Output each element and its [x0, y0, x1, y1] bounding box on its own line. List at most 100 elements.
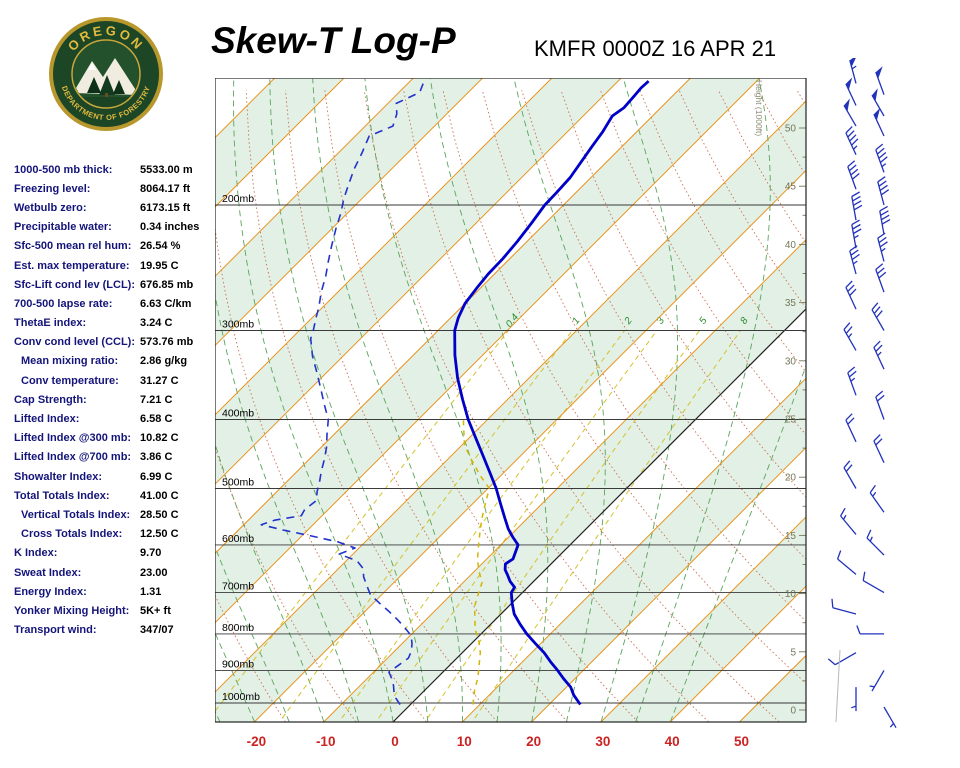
- index-value: 1.31: [140, 585, 162, 598]
- index-row: Cross Totals Index: 12.50 C: [14, 525, 219, 544]
- wind-barb: [877, 176, 890, 206]
- height-tick-label: 30: [785, 356, 797, 367]
- index-label: 700-500 lapse rate:: [14, 297, 113, 310]
- index-value: 347/07: [140, 624, 174, 637]
- moist-adiabat-line: [215, 291, 359, 722]
- index-value: 6.63 C/km: [140, 297, 192, 310]
- wind-barb: [883, 706, 897, 729]
- pressure-label: 900mb: [222, 658, 254, 670]
- isotherm-line: [215, 78, 622, 485]
- index-label: Conv cond level (CCL):: [14, 336, 136, 349]
- index-label: Transport wind:: [14, 624, 97, 637]
- index-label: Conv temperature:: [21, 374, 119, 387]
- isotherm-line: [531, 446, 806, 722]
- mixing-ratio-label: 1: [570, 315, 582, 326]
- wind-barb: [869, 670, 885, 692]
- wind-barb: [871, 302, 885, 331]
- mixing-ratio-label: 8: [738, 315, 750, 326]
- height-tick-label: 35: [785, 298, 797, 309]
- index-label: Mean mixing ratio:: [21, 355, 119, 368]
- wind-barb: [831, 598, 857, 615]
- index-row: Conv temperature: 31.27 C: [14, 371, 219, 390]
- wind-barb: [840, 507, 857, 535]
- index-value: 676.85 mb: [140, 278, 194, 291]
- wind-barb: [849, 58, 857, 84]
- index-value: 19.95 C: [140, 259, 179, 272]
- mixing-ratio-line: [341, 330, 626, 719]
- index-label: Cross Totals Index:: [21, 528, 123, 541]
- dry-adiabat-line: [324, 90, 639, 722]
- temp-tick-label: 50: [734, 734, 749, 749]
- mixing-ratio-line: [474, 330, 742, 719]
- dewpoint-trace: [260, 80, 425, 705]
- dry-adiabat-line: [560, 90, 806, 498]
- barb-axis-line: [835, 649, 841, 723]
- index-row: Showalter Index: 6.99 C: [14, 467, 219, 486]
- index-row: Vertical Totals Index: 28.50 C: [14, 505, 219, 524]
- index-row: Freezing level: 8064.17 ft: [14, 179, 219, 198]
- odf-logo: OREGON DEPARTMENT OF FORESTRY: [49, 17, 163, 131]
- wind-barb: [873, 340, 885, 370]
- temp-tick-label: 10: [457, 734, 472, 749]
- isotherm-line: [215, 78, 553, 416]
- wind-barb: [875, 390, 885, 420]
- wind-barb: [875, 143, 888, 173]
- wind-barb: [873, 107, 885, 137]
- index-label: Showalter Index:: [14, 470, 103, 483]
- wind-barb: [843, 460, 857, 489]
- logo-inner-ring: [71, 39, 141, 109]
- mixing-ratio-label: 5: [697, 315, 709, 326]
- wind-barb: [849, 245, 860, 275]
- index-value: 10.82 C: [140, 432, 179, 445]
- index-value: 5K+ ft: [140, 604, 171, 617]
- station-id-line: KMFR 0000Z 16 APR 21: [534, 36, 777, 61]
- pressure-label: 500mb: [222, 477, 254, 489]
- wind-barb: [845, 77, 857, 106]
- isotherm-line: [215, 78, 483, 347]
- height-tick-label: 0: [790, 706, 796, 717]
- moist-adiabat-line: [312, 78, 463, 722]
- isotherm-line: [215, 100, 806, 693]
- index-label: Precipitable water:: [14, 221, 112, 234]
- logo-tree: [113, 80, 125, 94]
- index-row: Transport wind: 347/07: [14, 621, 219, 640]
- index-label: Freezing level:: [14, 182, 91, 195]
- wind-barb: [843, 98, 857, 127]
- index-row: Lifted Index @300 mb: 10.82 C: [14, 429, 219, 448]
- wind-barb-panel: [827, 58, 897, 729]
- pressure-label: 1000mb: [222, 691, 260, 703]
- pressure-label: 200mb: [222, 193, 254, 205]
- temp-tick-label: 0: [391, 734, 399, 749]
- chart-border: [215, 78, 807, 723]
- index-label: 1000-500 mb thick:: [14, 163, 113, 176]
- mixing-ratio-line: [378, 330, 658, 719]
- index-row: Wetbulb zero: 6173.15 ft: [14, 198, 219, 217]
- moist-adiabat-line: [215, 631, 255, 722]
- index-label: Sfc-Lift cond lev (LCL):: [14, 278, 135, 291]
- mixing-ratio-line: [281, 330, 573, 719]
- index-row: Precipitable water: 0.34 inches: [14, 218, 219, 237]
- temp-tick-label: 20: [526, 734, 541, 749]
- index-value: 31.27 C: [140, 374, 179, 387]
- index-label: Sweat Index:: [14, 566, 82, 579]
- wind-barb: [875, 66, 885, 95]
- index-value: 28.50 C: [140, 508, 179, 521]
- index-label: Lifted Index:: [14, 413, 80, 426]
- index-row: Mean mixing ratio: 2.86 g/kg: [14, 352, 219, 371]
- index-label: Energy Index:: [14, 585, 87, 598]
- isotherm-line: [215, 78, 691, 555]
- wind-barb: [845, 126, 859, 155]
- moist-adiabat-line: [669, 364, 806, 722]
- wind-barb: [843, 322, 857, 351]
- index-label: ThetaE index:: [14, 317, 87, 330]
- wind-barb: [827, 652, 857, 666]
- pressure-label: 800mb: [222, 622, 254, 634]
- isotherm-line: [669, 585, 806, 722]
- index-label: Sfc-500 mean rel hum:: [14, 240, 132, 253]
- height-tick-label: 25: [785, 415, 797, 426]
- dry-adiabat-line: [215, 446, 357, 722]
- height-tick-label: 45: [785, 182, 797, 193]
- temperature-trace: [453, 80, 650, 706]
- index-value: 23.00: [140, 566, 168, 579]
- index-row: Energy Index: 1.31: [14, 582, 219, 601]
